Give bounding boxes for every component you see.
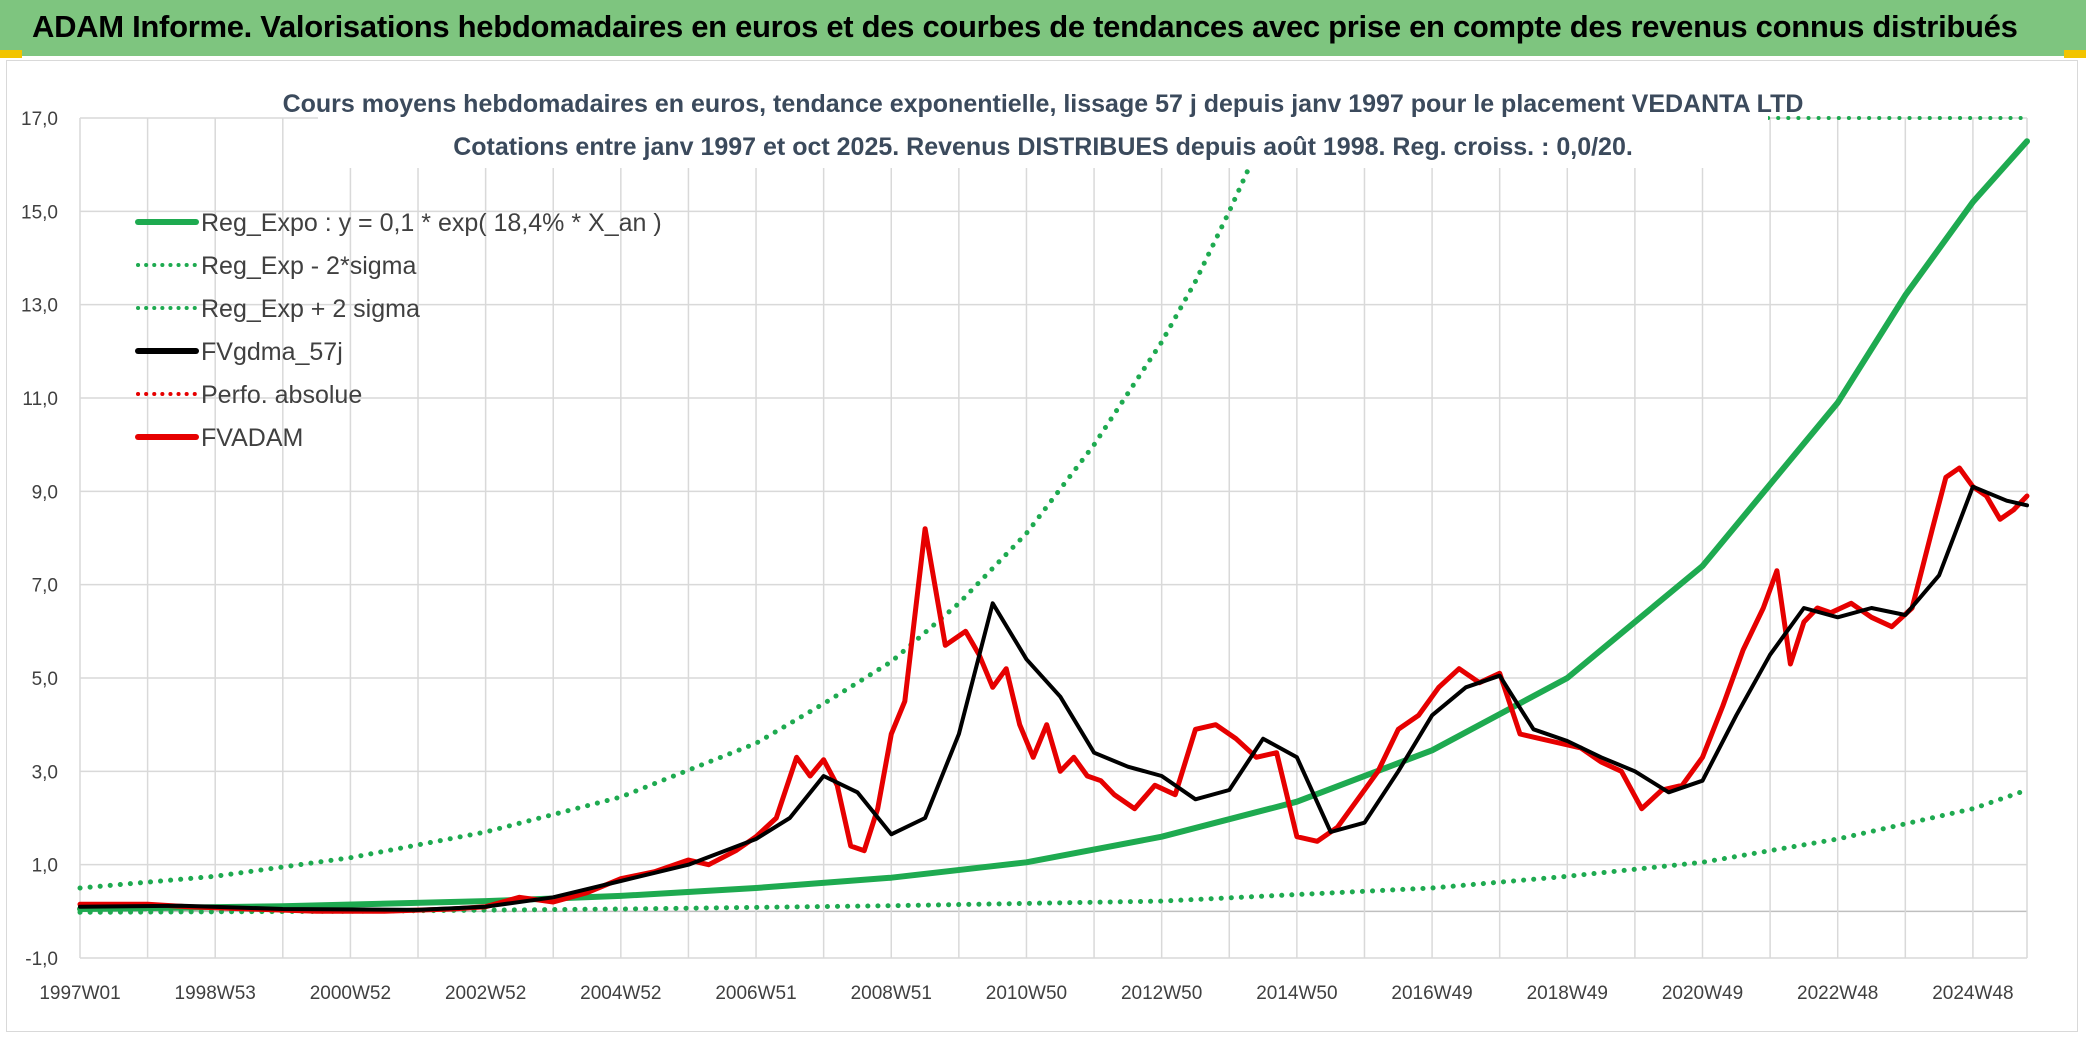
y-tick-label: 3,0 (32, 762, 58, 783)
x-tick-label: 2004W52 (580, 983, 661, 1004)
x-tick-label: 2012W50 (1121, 983, 1202, 1004)
x-tick-label: 2014W50 (1256, 983, 1337, 1004)
y-axis-ticks: -1,0 1,0 3,0 5,0 7,0 9,0 11,0 13,0 15,0 17,0 (21, 109, 58, 970)
y-tick-label: 17,0 (21, 109, 58, 130)
x-tick-label: 2010W50 (986, 983, 1067, 1004)
y-tick-label: -1,0 (25, 949, 58, 970)
title-background (318, 82, 1768, 168)
x-tick-label: 2018W49 (1527, 983, 1608, 1004)
y-tick-label: 9,0 (32, 482, 58, 503)
series-reg-exp-2-sigma (77, 787, 2030, 915)
x-tick-label: 2000W52 (310, 983, 391, 1004)
legend-label-lower: Reg_Exp - 2*sigma (201, 252, 416, 280)
x-tick-label: 2020W49 (1662, 983, 1743, 1004)
x-tick-label: 2016W49 (1391, 983, 1472, 1004)
legend-label-reg: Reg_Expo : y = 0,1 * exp( 18,4% * X_an ) (201, 209, 662, 237)
series-lines (77, 116, 2030, 915)
chart-title-line1: Cours moyens hebdomadaires en euros, ten… (283, 90, 1804, 118)
chart-title-line2: Cotations entre janv 1997 et oct 2025. R… (453, 133, 1633, 161)
x-tick-label: 1997W01 (39, 983, 120, 1004)
y-tick-label: 13,0 (21, 296, 58, 317)
series-fvgdma-57j (78, 484, 2029, 912)
y-tick-label: 7,0 (32, 576, 58, 597)
y-tick-label: 11,0 (22, 389, 58, 410)
x-axis-ticks: 1997W01 1998W53 2000W52 2002W52 2004W52 2006W… (39, 983, 2013, 1004)
y-tick-label: 5,0 (32, 669, 58, 690)
legend-label-upper: Reg_Exp + 2 sigma (201, 295, 420, 323)
series-fvadam (77, 465, 2030, 914)
x-tick-label: 2006W51 (715, 983, 796, 1004)
y-tick-label: 15,0 (21, 202, 58, 223)
x-tick-label: 2008W51 (851, 983, 932, 1004)
legend-label-perfo: Perfo. absolue (201, 381, 362, 409)
corner-accent-left (0, 50, 22, 58)
report-banner: ADAM Informe. Valorisations hebdomadaire… (0, 0, 2086, 56)
legend-label-adam: FVADAM (201, 424, 303, 452)
y-tick-label: 1,0 (32, 856, 58, 877)
gridlines (79, 117, 2028, 959)
corner-accent-right (2064, 50, 2086, 58)
x-tick-label: 2022W48 (1797, 983, 1878, 1004)
legend: Reg_Expo : y = 0,1 * exp( 18,4% * X_an )… (135, 209, 662, 452)
report-title: ADAM Informe. Valorisations hebdomadaire… (32, 9, 2018, 44)
legend-label-smooth: FVgdma_57j (201, 338, 343, 366)
x-tick-label: 1998W53 (175, 983, 256, 1004)
chart-frame (6, 60, 2078, 1032)
x-tick-label: 2024W48 (1932, 983, 2013, 1004)
x-tick-label: 2002W52 (445, 983, 526, 1004)
